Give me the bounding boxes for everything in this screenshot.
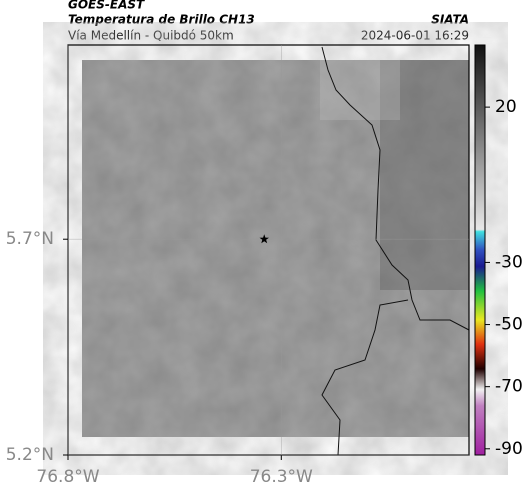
x-tick-label: 76.3°W (250, 467, 313, 487)
x-tick-label: 76.8°W (36, 467, 99, 487)
datetime: 2024-06-01 16:29 (361, 29, 469, 43)
colorbar-label: -70 (495, 377, 523, 397)
colorbar-label: 20 (495, 97, 517, 117)
satellite: GOES-EAST (68, 0, 145, 12)
location-marker (259, 234, 269, 244)
colorbar-label: -90 (495, 439, 523, 459)
border (321, 299, 409, 456)
colorbar-label: -50 (495, 315, 523, 335)
product: Temperatura de Brillo CH13 (68, 13, 255, 27)
colorbar (474, 44, 486, 456)
border (321, 46, 470, 331)
source: SIATA (431, 13, 469, 27)
map-image (82, 60, 469, 437)
colorbar-label: -30 (495, 252, 523, 272)
region: Vía Medellín - Quibdó 50km (68, 29, 234, 43)
y-tick-label: 5.2°N (6, 445, 54, 465)
y-tick-label: 5.7°N (6, 229, 54, 249)
